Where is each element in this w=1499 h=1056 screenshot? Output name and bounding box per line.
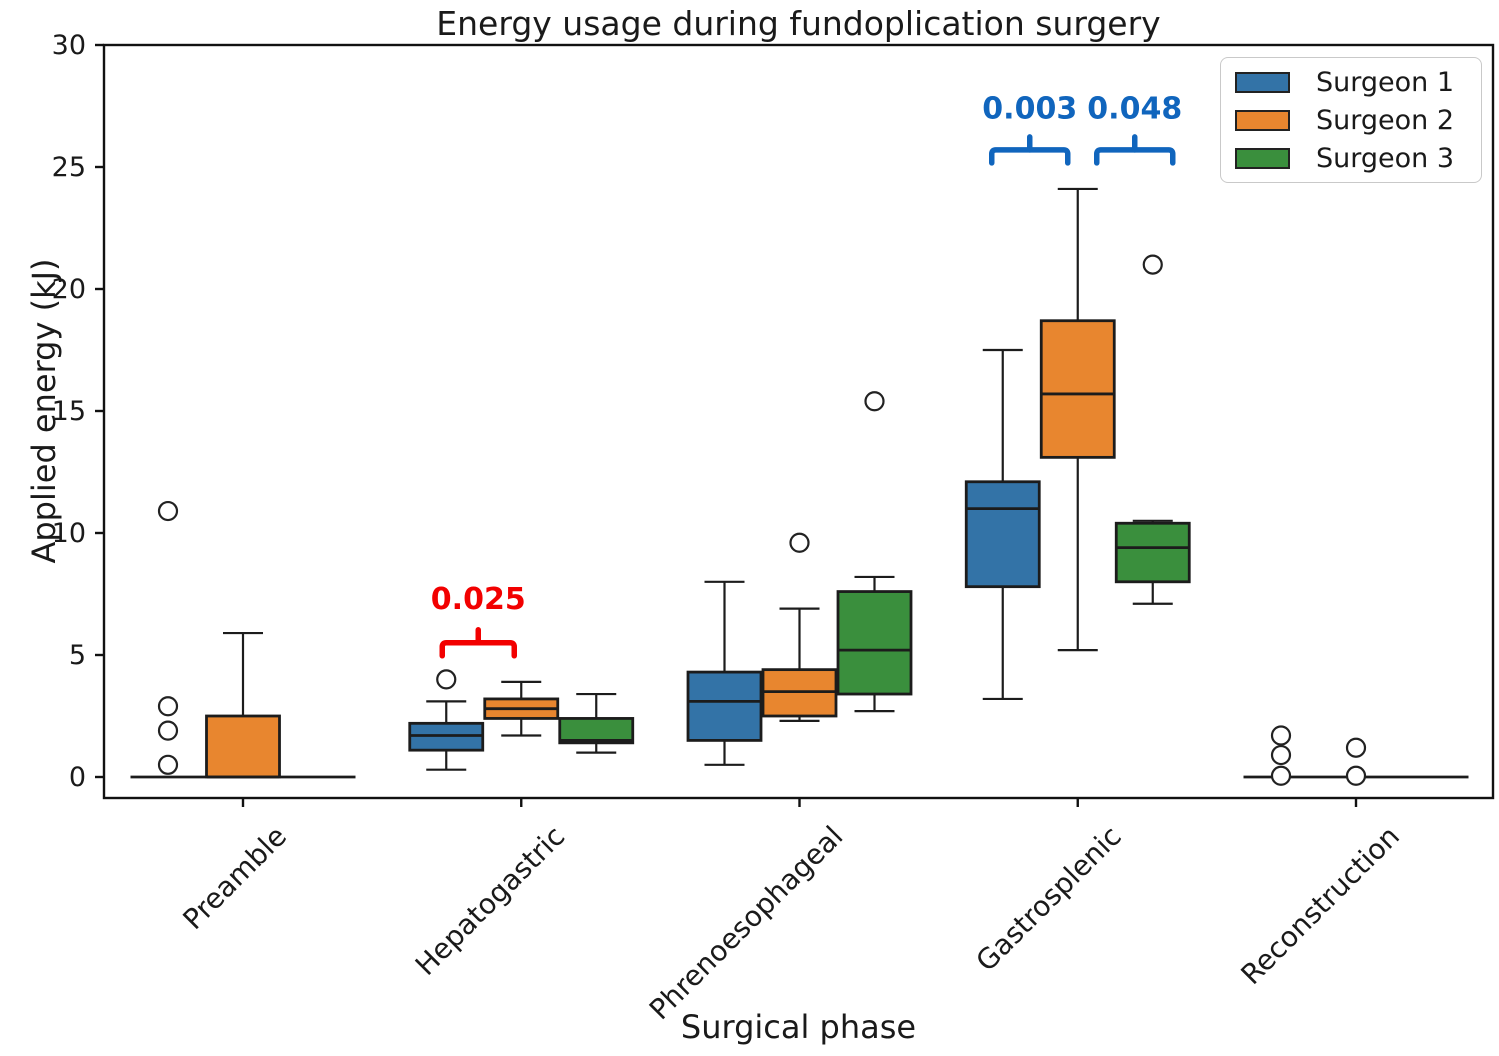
box-surgeon-2-hepatogastric	[483, 680, 560, 737]
outlier-point	[1345, 765, 1367, 786]
box-surgeon-3-phrenoesophageal	[836, 391, 913, 713]
box-surgeon-2-reconstruction	[1318, 737, 1394, 786]
chart-title: Energy usage during fundoplication surge…	[436, 4, 1161, 43]
legend: Surgeon 1 Surgeon 2 Surgeon 3	[1220, 57, 1482, 183]
box-surgeon-3-hepatogastric	[558, 692, 635, 754]
legend-label: Surgeon 3	[1316, 142, 1455, 174]
box-surgeon-1-hepatogastric	[408, 669, 485, 771]
box-surgeon-1-preamble	[130, 500, 206, 779]
significance-bracket-0-003: 0.003	[982, 91, 1077, 166]
x-tick-label-phrenoesophageal: Phrenoesophageal	[643, 820, 850, 1027]
box-surgeon-3-gastrosplenic	[1114, 254, 1191, 605]
outlier-point	[157, 754, 179, 775]
outlier-point	[1270, 725, 1292, 746]
outlier-point	[1270, 744, 1292, 766]
y-tick-label: 15	[52, 396, 86, 427]
p-value-label: 0.048	[1087, 91, 1182, 126]
outlier-point	[1142, 254, 1163, 275]
y-tick-label: 5	[69, 640, 86, 671]
p-value-label: 0.025	[431, 582, 526, 617]
legend-swatch-surgeon-2	[1235, 109, 1290, 131]
legend-label: Surgeon 2	[1316, 104, 1455, 136]
y-tick-label: 30	[52, 30, 86, 61]
x-tick-label-gastrosplenic: Gastrosplenic	[969, 820, 1127, 978]
y-tick-label: 10	[52, 518, 86, 549]
p-value-label: 0.003	[982, 91, 1077, 126]
y-tick-label: 20	[52, 274, 86, 305]
legend-item-surgeon-2: Surgeon 2	[1235, 104, 1481, 136]
outlier-point	[1345, 737, 1367, 758]
y-tick-label: 0	[69, 762, 86, 793]
box-surgeon-1-reconstruction	[1243, 725, 1319, 786]
x-axis-label: Surgical phase	[680, 1008, 917, 1046]
box-surgeon-1-gastrosplenic	[964, 348, 1041, 701]
significance-bracket-0-048: 0.048	[1087, 91, 1182, 166]
outlier-point	[789, 532, 810, 553]
legend-swatch-surgeon-3	[1235, 147, 1290, 169]
axes-frame	[102, 43, 1495, 800]
significance-bracket-0-025: 0.025	[431, 582, 526, 659]
outlier-point	[864, 391, 885, 412]
outlier-point	[157, 720, 179, 741]
box-surgeon-1-phrenoesophageal	[686, 580, 763, 766]
y-tick-label: 25	[52, 152, 86, 183]
box-surgeon-2-preamble	[205, 631, 281, 779]
legend-swatch-surgeon-1	[1235, 71, 1290, 93]
box-surgeon-2-phrenoesophageal	[761, 532, 838, 722]
box-surgeon-2-gastrosplenic	[1039, 187, 1116, 652]
x-tick-label-preamble: Preamble	[176, 820, 292, 936]
outlier-point	[1270, 765, 1292, 786]
legend-item-surgeon-3: Surgeon 3	[1235, 142, 1481, 174]
outlier-point	[157, 500, 179, 522]
x-tick-label-reconstruction: Reconstruction	[1234, 820, 1406, 992]
outlier-point	[436, 669, 457, 690]
legend-item-surgeon-1: Surgeon 1	[1235, 66, 1481, 98]
outlier-point	[157, 696, 179, 717]
legend-label: Surgeon 1	[1316, 66, 1455, 98]
x-tick-label-hepatogastric: Hepatogastric	[409, 820, 571, 982]
